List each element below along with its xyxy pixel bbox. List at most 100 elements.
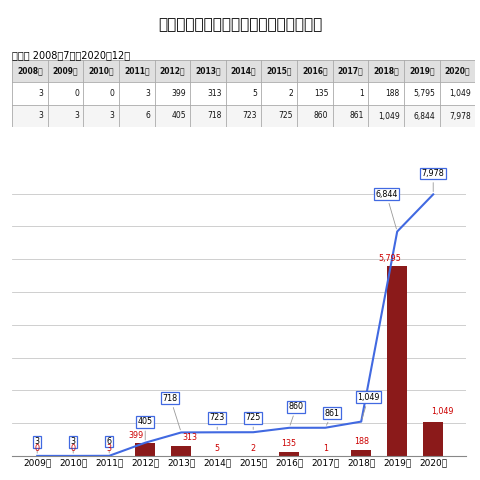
Text: 2: 2 (288, 89, 293, 98)
Bar (351, 450, 371, 456)
Text: 0: 0 (74, 89, 79, 98)
Text: 3: 3 (35, 437, 40, 453)
Text: 2012年: 2012年 (159, 67, 185, 76)
Bar (333, 83, 368, 105)
Text: 6,844: 6,844 (375, 190, 397, 229)
Bar (404, 105, 440, 127)
Text: 2008年: 2008年 (17, 67, 43, 76)
Text: 2017年: 2017年 (337, 67, 363, 76)
Text: 0: 0 (71, 444, 76, 453)
Bar (12, 105, 48, 127)
Bar (262, 105, 297, 127)
Bar (190, 105, 226, 127)
Text: 5: 5 (252, 89, 257, 98)
Text: 3: 3 (107, 444, 112, 453)
Bar (368, 83, 404, 105)
Bar (48, 105, 83, 127)
Text: 7,978: 7,978 (449, 111, 471, 120)
Text: 1: 1 (323, 444, 328, 453)
Bar (404, 83, 440, 105)
Text: 5,795: 5,795 (413, 89, 435, 98)
Bar (119, 83, 155, 105)
Bar (190, 60, 226, 83)
Bar (155, 60, 190, 83)
Bar (333, 60, 368, 83)
Text: 399: 399 (129, 431, 144, 440)
Bar (368, 60, 404, 83)
Text: 2013年: 2013年 (195, 67, 221, 76)
Text: 860: 860 (289, 402, 304, 425)
Bar (48, 60, 83, 83)
Text: 0: 0 (110, 89, 115, 98)
Text: 6: 6 (107, 437, 112, 453)
Text: 1,049: 1,049 (431, 407, 454, 416)
Text: 3: 3 (145, 89, 150, 98)
Text: 1,049: 1,049 (378, 111, 400, 120)
Text: 1: 1 (360, 89, 364, 98)
Text: 2019年: 2019年 (409, 67, 434, 76)
Text: 2010年: 2010年 (88, 67, 114, 76)
Text: 6,844: 6,844 (414, 111, 435, 120)
Text: 集計年 2008年7月～2020年12月: 集計年 2008年7月～2020年12月 (12, 50, 130, 60)
Bar (226, 105, 262, 127)
Text: 5,795: 5,795 (379, 253, 401, 263)
Text: 2015年: 2015年 (266, 67, 292, 76)
Bar (12, 83, 48, 105)
Bar (297, 83, 333, 105)
Text: 188: 188 (385, 89, 400, 98)
Bar (119, 105, 155, 127)
Bar (440, 105, 475, 127)
Text: 5: 5 (215, 444, 220, 453)
Text: 2009年: 2009年 (53, 67, 78, 76)
Bar (279, 452, 299, 456)
Text: 188: 188 (354, 437, 369, 446)
Text: 313: 313 (207, 89, 221, 98)
Bar (333, 105, 368, 127)
Text: 1,049: 1,049 (357, 393, 380, 419)
Bar (262, 60, 297, 83)
Text: 2016年: 2016年 (302, 67, 328, 76)
Text: 3: 3 (74, 111, 79, 120)
Text: 3: 3 (110, 111, 115, 120)
Bar (387, 266, 407, 456)
Text: 2: 2 (251, 444, 256, 453)
Bar (226, 60, 262, 83)
Bar (297, 60, 333, 83)
Text: 7,978: 7,978 (422, 169, 444, 192)
Text: 723: 723 (210, 413, 225, 430)
Bar (440, 83, 475, 105)
Bar (83, 105, 119, 127)
Bar (190, 83, 226, 105)
Bar (368, 105, 404, 127)
Bar (171, 446, 191, 456)
Bar (440, 60, 475, 83)
Text: 0: 0 (35, 444, 40, 453)
Text: 2014年: 2014年 (231, 67, 256, 76)
Text: 2011年: 2011年 (124, 67, 150, 76)
Text: 1,049: 1,049 (449, 89, 471, 98)
Text: 2020年: 2020年 (444, 67, 470, 76)
Text: 405: 405 (138, 417, 153, 440)
Text: 405: 405 (171, 111, 186, 120)
Text: 135: 135 (282, 439, 297, 448)
Bar (83, 83, 119, 105)
Text: 国内銀行のアカウント漏洩件数年次集計: 国内銀行のアカウント漏洩件数年次集計 (158, 17, 322, 32)
Text: 723: 723 (242, 111, 257, 120)
Text: 2018年: 2018年 (373, 67, 399, 76)
Bar (155, 105, 190, 127)
Text: 399: 399 (171, 89, 186, 98)
Bar (297, 105, 333, 127)
Text: 6: 6 (145, 111, 150, 120)
Bar (12, 60, 48, 83)
Bar (135, 443, 155, 456)
Text: 861: 861 (349, 111, 364, 120)
Text: 718: 718 (163, 394, 180, 430)
Bar (83, 60, 119, 83)
Bar (119, 60, 155, 83)
Bar (155, 83, 190, 105)
Text: 718: 718 (207, 111, 221, 120)
Bar (262, 83, 297, 105)
Text: 313: 313 (183, 433, 198, 443)
Bar (423, 421, 443, 456)
Bar (226, 83, 262, 105)
